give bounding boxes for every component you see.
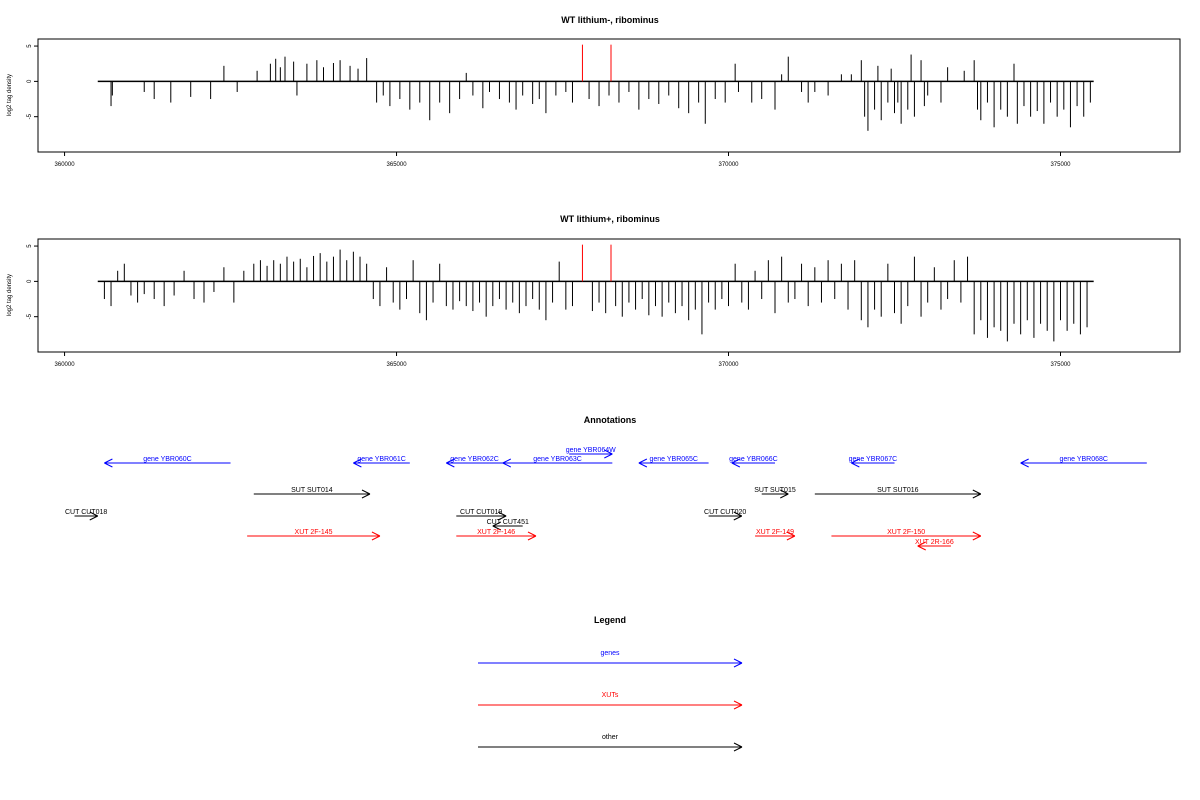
y-tick-label: 0 xyxy=(27,279,33,283)
x-tick-label: 365000 xyxy=(387,162,408,168)
feature-arrow: SUT SUT014 xyxy=(253,487,371,499)
annotation-features: gene YBR060C gene YBR061C gene YBR062C gene… xyxy=(65,447,1147,551)
feature-label: XUT 2R-166 xyxy=(915,539,954,546)
feature-arrow: CUT CUT020 xyxy=(704,509,746,521)
track-title-lithium-plus: WT lithium+, ribominus xyxy=(560,214,660,224)
y-tick-label: 0 xyxy=(27,79,33,83)
feature-arrow: CUT CUT451 xyxy=(487,519,529,531)
track-title-lithium-minus: WT lithium-, ribominus xyxy=(561,15,659,25)
feature-label: CUT CUT020 xyxy=(704,509,746,516)
legend-label: other xyxy=(602,734,619,741)
legend-label: genes xyxy=(600,650,620,657)
feature-arrow: gene YBR063C xyxy=(502,456,613,468)
x-tick-label: 375000 xyxy=(1050,162,1071,168)
feature-arrow: XUT 2F-150 xyxy=(831,529,982,541)
feature-label: gene YBR060C xyxy=(143,456,192,463)
x-tick-label: 360000 xyxy=(55,362,76,368)
y-tick-label: -5 xyxy=(27,313,33,319)
feature-arrow: CUT CUT018 xyxy=(65,509,107,521)
feature-label: gene YBR065C xyxy=(649,456,698,463)
feature-label: CUT CUT018 xyxy=(65,509,107,516)
feature-label: gene YBR061C xyxy=(357,456,406,463)
feature-arrow: XUT 2F-149 xyxy=(755,529,796,541)
feature-arrow: SUT SUT016 xyxy=(814,487,982,499)
y-tick-label: -5 xyxy=(27,113,33,119)
y-tick-label: 5 xyxy=(27,244,33,248)
x-tick-label: 370000 xyxy=(718,362,739,368)
feature-arrow: gene YBR062C xyxy=(446,456,503,468)
legend-title: Legend xyxy=(594,615,626,625)
feature-arrow: gene YBR064W xyxy=(566,447,616,459)
feature-arrow: gene YBR061C xyxy=(353,456,410,468)
legend-item: XUTs xyxy=(478,692,743,710)
feature-label: gene YBR063C xyxy=(533,456,582,463)
x-tick-label: 365000 xyxy=(387,362,408,368)
feature-label: XUT 2F-146 xyxy=(477,529,515,536)
annotations-panel: Annotations gene YBR060C gene YBR061C gene… xyxy=(65,415,1147,551)
feature-label: SUT SUT014 xyxy=(291,487,333,494)
data-bars xyxy=(97,44,1094,131)
plot-frame xyxy=(37,238,1181,353)
feature-label: SUT SUT016 xyxy=(877,487,919,494)
feature-label: gene YBR064W xyxy=(566,447,616,454)
feature-arrow: gene YBR065C xyxy=(638,456,709,468)
legend-label: XUTs xyxy=(602,692,619,699)
legend-panel: Legend genes XUTs other xyxy=(478,615,743,752)
y-axis-label: log2 tag density xyxy=(7,274,13,316)
feature-arrow: XUT 2F-146 xyxy=(456,529,537,541)
track-panel-lithium-minus: WT lithium-, ribominus log2 tag density … xyxy=(7,15,1181,168)
feature-arrow: CUT CUT019 xyxy=(456,509,507,521)
annotations-title: Annotations xyxy=(584,415,637,425)
x-tick-label: 360000 xyxy=(55,162,76,168)
feature-arrow: XUT 2F-145 xyxy=(247,529,381,541)
feature-label: gene YBR066C xyxy=(729,456,778,463)
feature-label: gene YBR062C xyxy=(450,456,499,463)
legend-item: other xyxy=(478,734,743,752)
legend-items: genes XUTs other xyxy=(478,650,743,752)
track-panel-lithium-plus: WT lithium+, ribominus log2 tag density … xyxy=(7,214,1181,368)
y-axis-label: log2 tag density xyxy=(7,74,13,116)
axes: 360000 365000 370000 375000 -5 0 5 xyxy=(27,44,1071,168)
feature-label: XUT 2F-150 xyxy=(887,529,925,536)
feature-arrow: XUT 2R-166 xyxy=(915,539,954,551)
feature-arrow: gene YBR060C xyxy=(104,456,231,468)
axes: 360000 365000 370000 375000 -5 0 5 xyxy=(27,244,1071,368)
feature-label: XUT 2F-149 xyxy=(756,529,794,536)
feature-arrow: gene YBR068C xyxy=(1020,456,1147,468)
y-tick-label: 5 xyxy=(27,44,33,48)
feature-arrow: SUT SUT015 xyxy=(754,487,796,499)
feature-arrow: gene YBR067C xyxy=(849,456,898,468)
feature-label: CUT CUT451 xyxy=(487,519,529,526)
data-bars xyxy=(97,244,1094,342)
feature-label: gene YBR068C xyxy=(1059,456,1108,463)
feature-label: CUT CUT019 xyxy=(460,509,502,516)
feature-label: SUT SUT015 xyxy=(754,487,796,494)
feature-label: gene YBR067C xyxy=(849,456,898,463)
plot-frame xyxy=(37,38,1181,153)
x-tick-label: 370000 xyxy=(718,162,739,168)
feature-arrow: gene YBR066C xyxy=(729,456,778,468)
feature-label: XUT 2F-145 xyxy=(295,529,333,536)
legend-item: genes xyxy=(478,650,743,668)
x-tick-label: 375000 xyxy=(1050,362,1071,368)
